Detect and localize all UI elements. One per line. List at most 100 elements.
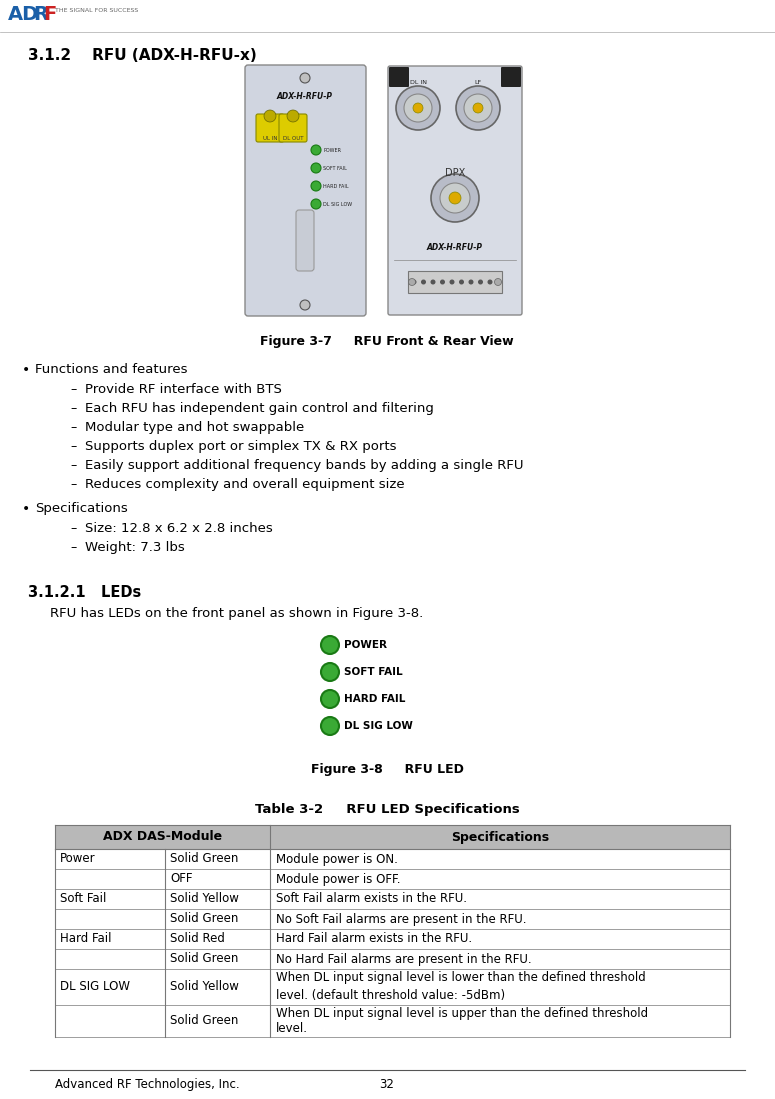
Text: Module power is OFF.: Module power is OFF. — [276, 873, 401, 886]
Text: DPX: DPX — [445, 168, 465, 178]
Text: HARD FAIL: HARD FAIL — [323, 184, 349, 189]
Text: When DL input signal level is lower than the defined threshold: When DL input signal level is lower than… — [276, 972, 646, 985]
FancyBboxPatch shape — [296, 210, 314, 271]
Text: Soft Fail: Soft Fail — [60, 892, 106, 906]
Text: ADX-H-RFU-P: ADX-H-RFU-P — [427, 243, 483, 252]
FancyBboxPatch shape — [256, 114, 284, 142]
Text: RFU has LEDs on the front panel as shown in Figure 3-8.: RFU has LEDs on the front panel as shown… — [50, 607, 423, 620]
Text: Hard Fail: Hard Fail — [60, 932, 112, 945]
Text: UL IN: UL IN — [263, 136, 277, 141]
Text: level.: level. — [276, 1022, 308, 1035]
Text: 3.1.2.1   LEDs: 3.1.2.1 LEDs — [28, 585, 141, 600]
Circle shape — [413, 103, 423, 113]
Text: –: – — [70, 459, 76, 471]
Text: THE SIGNAL FOR SUCCESS: THE SIGNAL FOR SUCCESS — [55, 8, 138, 13]
Text: –: – — [70, 382, 76, 396]
Circle shape — [473, 103, 483, 113]
Circle shape — [311, 163, 321, 173]
Text: •: • — [22, 363, 30, 377]
Text: Module power is ON.: Module power is ON. — [276, 853, 398, 866]
Circle shape — [404, 95, 432, 122]
Text: –: – — [70, 478, 76, 491]
Text: DL SIG LOW: DL SIG LOW — [60, 980, 130, 993]
Text: DL IN: DL IN — [409, 80, 426, 85]
Circle shape — [450, 280, 454, 284]
Text: ADX-H-RFU-P: ADX-H-RFU-P — [277, 92, 333, 101]
Text: No Soft Fail alarms are present in the RFU.: No Soft Fail alarms are present in the R… — [276, 912, 526, 925]
Text: –: – — [70, 402, 76, 415]
Circle shape — [464, 95, 492, 122]
Circle shape — [488, 280, 492, 284]
Text: Solid Red: Solid Red — [170, 932, 225, 945]
Text: OFF: OFF — [170, 873, 192, 886]
Circle shape — [311, 199, 321, 209]
Circle shape — [431, 280, 435, 284]
Circle shape — [321, 690, 339, 708]
Text: ADX DAS-Module: ADX DAS-Module — [103, 831, 222, 844]
FancyBboxPatch shape — [388, 66, 522, 315]
Circle shape — [311, 145, 321, 155]
Text: –: – — [70, 522, 76, 535]
Circle shape — [264, 110, 276, 122]
Circle shape — [300, 300, 310, 310]
Circle shape — [479, 280, 482, 284]
Text: F: F — [43, 5, 57, 24]
Text: Easily support additional frequency bands by adding a single RFU: Easily support additional frequency band… — [85, 459, 523, 471]
FancyBboxPatch shape — [389, 67, 409, 87]
Text: Hard Fail alarm exists in the RFU.: Hard Fail alarm exists in the RFU. — [276, 932, 472, 945]
Text: Solid Yellow: Solid Yellow — [170, 980, 239, 993]
Text: Solid Yellow: Solid Yellow — [170, 892, 239, 906]
Circle shape — [287, 110, 299, 122]
Text: Reduces complexity and overall equipment size: Reduces complexity and overall equipment… — [85, 478, 405, 491]
Text: Solid Green: Solid Green — [170, 1014, 239, 1028]
Text: POWER: POWER — [344, 640, 387, 650]
Text: Specifications: Specifications — [35, 502, 128, 515]
Circle shape — [311, 181, 321, 191]
Text: Power: Power — [60, 853, 95, 866]
Text: SOFT FAIL: SOFT FAIL — [344, 667, 403, 677]
Text: Figure 3-8     RFU LED: Figure 3-8 RFU LED — [311, 763, 463, 776]
Text: LF: LF — [474, 80, 481, 85]
Text: Solid Green: Solid Green — [170, 953, 239, 966]
Text: DL SIG LOW: DL SIG LOW — [344, 721, 413, 731]
Circle shape — [321, 663, 339, 681]
Text: Each RFU has independent gain control and filtering: Each RFU has independent gain control an… — [85, 402, 434, 415]
Bar — [408, 271, 502, 293]
Text: DL SIG LOW: DL SIG LOW — [323, 201, 352, 207]
Circle shape — [321, 717, 339, 735]
Text: DL OUT: DL OUT — [283, 136, 303, 141]
Text: Specifications: Specifications — [451, 831, 549, 844]
Text: 3.1.2    RFU (ADX-H-RFU-x): 3.1.2 RFU (ADX-H-RFU-x) — [28, 48, 257, 63]
Text: Functions and features: Functions and features — [35, 363, 188, 376]
Text: Solid Green: Solid Green — [170, 853, 239, 866]
Text: level. (default threshold value: -5dBm): level. (default threshold value: -5dBm) — [276, 989, 505, 1002]
Text: Table 3-2     RFU LED Specifications: Table 3-2 RFU LED Specifications — [255, 803, 519, 815]
Circle shape — [431, 174, 479, 222]
Circle shape — [321, 636, 339, 654]
Circle shape — [412, 280, 416, 284]
Text: –: – — [70, 440, 76, 453]
Text: –: – — [70, 541, 76, 554]
Circle shape — [408, 278, 415, 286]
Circle shape — [300, 73, 310, 84]
Text: POWER: POWER — [323, 147, 341, 153]
Text: Solid Green: Solid Green — [170, 912, 239, 925]
Circle shape — [396, 86, 440, 130]
Text: R: R — [33, 5, 48, 24]
Circle shape — [469, 280, 473, 284]
Text: –: – — [70, 421, 76, 434]
Text: Advanced RF Technologies, Inc.: Advanced RF Technologies, Inc. — [55, 1078, 239, 1091]
Text: Supports duplex port or simplex TX & RX ports: Supports duplex port or simplex TX & RX … — [85, 440, 397, 453]
Text: •: • — [22, 502, 30, 517]
Text: HARD FAIL: HARD FAIL — [344, 693, 405, 704]
Circle shape — [460, 280, 463, 284]
Text: Modular type and hot swappable: Modular type and hot swappable — [85, 421, 305, 434]
Circle shape — [441, 280, 444, 284]
Text: AD: AD — [8, 5, 40, 24]
Text: SOFT FAIL: SOFT FAIL — [323, 166, 347, 170]
Text: Figure 3-7     RFU Front & Rear View: Figure 3-7 RFU Front & Rear View — [260, 335, 514, 348]
Circle shape — [449, 192, 461, 204]
Circle shape — [422, 280, 425, 284]
FancyBboxPatch shape — [501, 67, 521, 87]
Circle shape — [494, 278, 501, 286]
